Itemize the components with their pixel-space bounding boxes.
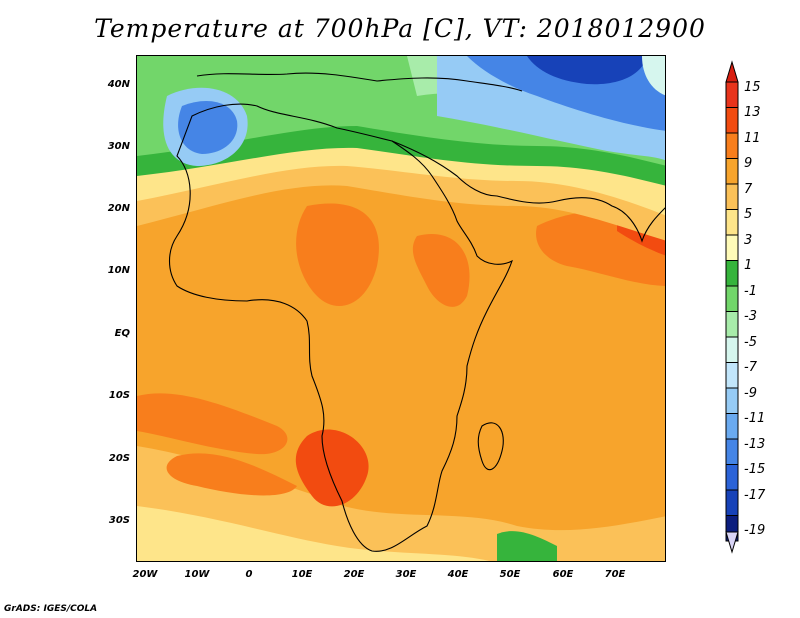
colorbar-label-m1: -1 bbox=[744, 284, 757, 299]
grads-credit: GrADS: IGES/COLA bbox=[4, 604, 98, 614]
field-hot-kalahari bbox=[295, 429, 369, 507]
colorbar-label-13: 13 bbox=[744, 105, 761, 120]
colorbar-box bbox=[725, 183, 739, 210]
colorbar-box bbox=[725, 464, 739, 491]
colorbar-box bbox=[725, 132, 739, 159]
lat-label-20n: 20N bbox=[107, 203, 130, 214]
colorbar-label-7: 7 bbox=[744, 182, 753, 197]
lon-label-50e: 50E bbox=[499, 569, 521, 580]
lon-label-70e: 70E bbox=[604, 569, 626, 580]
temperature-map bbox=[136, 55, 666, 562]
colorbar-label-5: 5 bbox=[744, 207, 753, 222]
colorbar-boxes bbox=[725, 81, 739, 542]
colorbar-label-m15: -15 bbox=[744, 462, 766, 477]
colorbar-box bbox=[725, 81, 739, 108]
lat-label-10n: 10N bbox=[107, 265, 130, 276]
lat-label-20s: 20S bbox=[108, 453, 130, 464]
colorbar-label-m13: -13 bbox=[744, 437, 766, 452]
coastline-madagascar bbox=[477, 422, 504, 471]
colorbar-under-triangle bbox=[725, 531, 739, 554]
colorbar-label-m5: -5 bbox=[744, 335, 757, 350]
colorbar-label-m11: -11 bbox=[744, 411, 766, 426]
colorbar-label-3: 3 bbox=[744, 233, 753, 248]
field-hot-atlantic-south bbox=[166, 453, 297, 496]
coastlines bbox=[168, 72, 665, 552]
colorbar-label-15: 15 bbox=[744, 80, 761, 95]
temperature-field bbox=[137, 56, 665, 561]
colorbar bbox=[725, 60, 739, 554]
coastline-arabia-india bbox=[391, 140, 665, 243]
field-north-dark-blue bbox=[527, 56, 647, 85]
colorbar-box bbox=[725, 336, 739, 363]
colorbar-box bbox=[725, 285, 739, 312]
lat-label-30n: 30N bbox=[107, 141, 130, 152]
colorbar-label-1: 1 bbox=[744, 258, 753, 273]
colorbar-box bbox=[725, 234, 739, 261]
field-north-white bbox=[642, 56, 665, 96]
coastline-africa bbox=[168, 103, 513, 552]
lat-label-40n: 40N bbox=[107, 79, 130, 90]
colorbar-box bbox=[725, 362, 739, 389]
colorbar-box bbox=[725, 489, 739, 516]
colorbar-label-m9: -9 bbox=[744, 386, 757, 401]
colorbar-label-m17: -17 bbox=[744, 488, 766, 503]
coastline-europe bbox=[196, 72, 523, 92]
lon-label-40e: 40E bbox=[447, 569, 469, 580]
lat-label-10s: 10S bbox=[108, 390, 130, 401]
colorbar-over-triangle bbox=[725, 60, 739, 83]
colorbar-label-m19: -19 bbox=[744, 523, 766, 538]
colorbar-box bbox=[725, 387, 739, 414]
colorbar-box bbox=[725, 158, 739, 185]
colorbar-box bbox=[725, 107, 739, 134]
field-hot-atlantic bbox=[137, 393, 288, 455]
lat-label-eq: EQ bbox=[114, 328, 130, 339]
field-south-green bbox=[497, 531, 557, 561]
field-hot-horn bbox=[412, 234, 470, 307]
lon-label-60e: 60E bbox=[552, 569, 574, 580]
colorbar-label-m7: -7 bbox=[744, 360, 757, 375]
colorbar-label-11: 11 bbox=[744, 131, 761, 146]
lon-label-10e: 10E bbox=[291, 569, 313, 580]
colorbar-label-9: 9 bbox=[744, 156, 753, 171]
lat-label-30s: 30S bbox=[108, 515, 130, 526]
lon-label-20e: 20E bbox=[343, 569, 365, 580]
lon-label-0: 0 bbox=[245, 569, 253, 580]
colorbar-label-m3: -3 bbox=[744, 309, 757, 324]
lon-label-10w: 10W bbox=[184, 569, 210, 580]
field-south-edge bbox=[137, 506, 490, 561]
lon-label-20w: 20W bbox=[132, 569, 158, 580]
colorbar-box bbox=[725, 209, 739, 236]
field-cold-pool-inner bbox=[178, 101, 238, 154]
colorbar-box bbox=[725, 311, 739, 338]
colorbar-box bbox=[725, 413, 739, 440]
colorbar-box bbox=[725, 260, 739, 287]
lon-label-30e: 30E bbox=[395, 569, 417, 580]
colorbar-box bbox=[725, 438, 739, 465]
field-hot-sahel bbox=[296, 203, 379, 306]
map-title: Temperature at 700hPa [C], VT: 201801290… bbox=[94, 14, 706, 43]
